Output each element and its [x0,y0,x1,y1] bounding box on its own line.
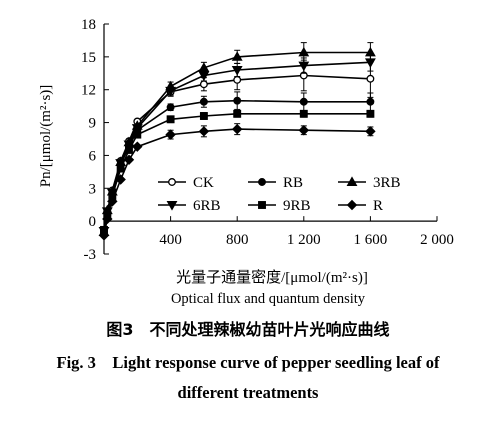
data-point-R [102,213,113,225]
data-point-RB [366,97,375,106]
data-point-9RB [133,130,142,139]
data-point-RB [166,103,175,112]
axes [103,23,438,255]
legend-marker [166,201,178,211]
x-tick-labels: 400 800 1 200 1 600 2 000 [159,232,454,248]
y-axis-label: Pn/[μmol/(m²·s)] [38,85,54,188]
x-tick-label: 1 600 [354,232,388,248]
x-axis-label-cn: 光量子通量密度/[μmol/(m²·s)] [176,269,368,286]
caption-cn: 图3 不同处理辣椒幼苗叶片光响应曲线 [106,320,389,339]
data-point-R [298,125,310,136]
legend-label: 3RB [373,175,401,191]
data-point-6RB [165,86,177,97]
x-axis-label-en: Optical flux and quantum density [171,291,366,307]
legend-marker [346,199,358,211]
legend-label: 6RB [193,198,221,214]
x-tick-label: 2 000 [420,232,454,248]
data-point-6RB [364,58,376,68]
y-tick-label: 0 [89,214,97,230]
y-tick-label: 12 [81,83,96,99]
legend-label: 9RB [283,198,311,214]
series-R [98,123,376,241]
y-tick-label: 6 [89,148,97,164]
data-point-R [165,129,176,140]
data-point-RB [199,97,208,106]
data-point-3RB [231,51,243,61]
legend-item-RB: RB [248,175,303,191]
legend-marker [168,178,176,186]
data-point-9RB [366,109,375,118]
data-point-9RB [166,115,175,124]
legend-label: RB [283,175,303,191]
data-point-R [198,126,210,137]
data-point-CK [366,74,375,83]
y-tick-label: -3 [84,247,97,263]
data-point-6RB [198,71,210,82]
legend-item-CK: CK [158,175,214,191]
data-point-R [115,174,126,185]
data-point-6RB [131,124,143,134]
data-point-6RB [231,66,243,76]
y-tick-label: 18 [81,17,96,33]
x-tick-label: 800 [226,232,249,248]
data-point-R [132,141,143,152]
data-point-6RB [298,61,310,72]
caption-en-line1: Fig. 3 Light response curve of pepper se… [57,353,441,372]
y-tick-label: 15 [81,50,96,66]
legend-label: CK [193,175,214,191]
data-point-R [365,126,376,137]
legend-item-9RB: 9RB [248,198,311,214]
caption-en-line2: different treatments [178,383,320,402]
legend-item-6RB: 6RB [158,198,221,214]
data-point-R [107,196,118,207]
x-tick-label: 400 [159,232,182,248]
data-point-3RB [298,46,310,57]
data-point-RB [299,97,308,106]
y-tick-labels: -3 0 3 6 9 12 15 18 [81,17,97,263]
legend-item-R: R [338,198,383,214]
legend-label: R [373,198,383,214]
legend-marker [258,178,266,186]
data-point-R [98,230,110,241]
plot-area [98,42,376,241]
y-tick-label: 9 [89,116,97,132]
data-point-9RB [299,109,308,118]
series-CK [100,59,375,237]
data-point-9RB [125,146,133,154]
data-point-R [231,123,243,135]
data-point-9RB [199,112,208,120]
y-tick-label: 3 [89,181,97,197]
data-point-RB [233,96,242,105]
data-point-R [123,154,135,166]
legend-marker [346,176,358,186]
legend: CK RB 3RB 6RB 9RB R [158,175,401,214]
data-point-CK [199,80,208,89]
data-point-9RB [233,109,242,118]
legend-marker [258,201,266,209]
x-tick-label: 1 200 [287,232,321,248]
data-point-CK [233,75,242,84]
legend-item-3RB: 3RB [338,175,401,191]
data-point-9RB [116,164,125,173]
